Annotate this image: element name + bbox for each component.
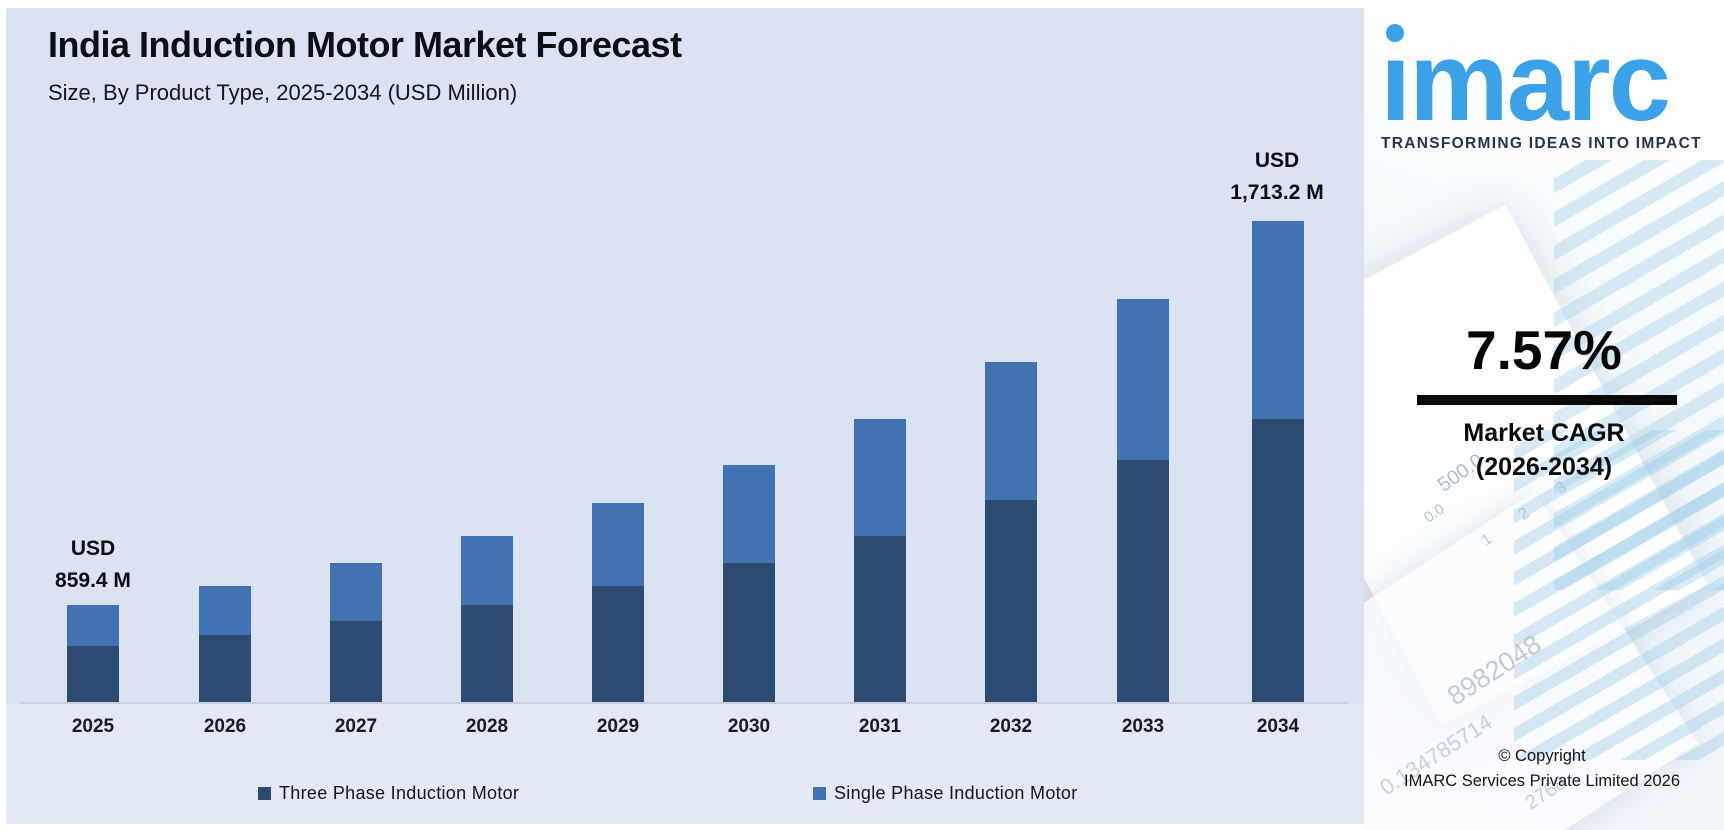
legend-swatch-three-phase — [258, 787, 271, 800]
bar-chart-watermark-2 — [1514, 430, 1724, 760]
x-axis-label-2027: 2027 — [334, 716, 378, 737]
x-axis-label-2026: 2026 — [203, 716, 247, 737]
bar-2025-single-phase — [67, 605, 119, 646]
x-axis-label-2025: 2025 — [71, 716, 115, 737]
bar-2032-three-phase — [985, 500, 1037, 703]
bar-2026-single-phase — [199, 586, 251, 635]
chart-legend: Three Phase Induction Motor Single Phase… — [0, 783, 1364, 807]
imarc-logo: ımarc — [1380, 19, 1671, 144]
bar-2032-single-phase — [985, 362, 1037, 500]
copyright: © Copyright IMARC Services Private Limit… — [1377, 744, 1707, 794]
cagr-label-line2: (2026-2034) — [1475, 453, 1613, 481]
bar-2034-single-phase — [1252, 221, 1304, 419]
bar-chart-watermark — [1554, 160, 1724, 590]
bar-2033-single-phase — [1117, 299, 1169, 460]
x-axis-label-2034: 2034 — [1256, 716, 1300, 737]
bar-2030-three-phase — [723, 563, 775, 703]
legend-item-single-phase: Single Phase Induction Motor — [813, 783, 1078, 804]
annotation-line: 859.4 M — [55, 569, 131, 592]
bar-2028-three-phase — [461, 605, 513, 703]
cagr-label: Market CAGR (2026-2034) — [1394, 416, 1694, 484]
imarc-logo-dot — [1386, 24, 1404, 42]
bar-2031-single-phase — [854, 419, 906, 536]
legend-label-single-phase: Single Phase Induction Motor — [834, 783, 1078, 803]
legend-label-three-phase: Three Phase Induction Motor — [279, 783, 520, 803]
bar-2025-three-phase — [67, 646, 119, 703]
brand-panel: 500.0 0.0 1 2 3 4 8982048 0.134785714 27… — [1364, 0, 1724, 830]
cagr-label-line1: Market CAGR — [1463, 419, 1625, 447]
bar-2031-three-phase — [854, 536, 906, 703]
cagr-value: 7.57% — [1466, 319, 1622, 381]
copyright-line1: © Copyright — [1498, 747, 1586, 765]
x-axis-label-2028: 2028 — [465, 716, 509, 737]
annotation-line: USD — [70, 537, 116, 560]
x-axis-label-2033: 2033 — [1121, 716, 1165, 737]
annotation-2034: USD 1,713.2 M — [1187, 145, 1367, 209]
axis-footer-strip — [6, 704, 1364, 824]
annotation-line: 1,713.2 M — [1230, 181, 1324, 204]
imarc-tagline: TRANSFORMING IDEAS INTO IMPACT — [1381, 135, 1702, 152]
annotation-2025: USD 859.4 M — [3, 533, 183, 597]
x-axis-label-2032: 2032 — [989, 716, 1033, 737]
copyright-line2: IMARC Services Private Limited 2026 — [1403, 772, 1681, 790]
cagr-underline — [1417, 395, 1677, 405]
page-subtitle: Size, By Product Type, 2025-2034 (USD Mi… — [48, 80, 518, 105]
annotation-line: USD — [1254, 149, 1300, 172]
bar-2034-three-phase — [1252, 419, 1304, 703]
x-axis-line — [20, 702, 1348, 704]
bar-2029-three-phase — [592, 586, 644, 703]
x-axis-label-2031: 2031 — [858, 716, 902, 737]
bar-2030-single-phase — [723, 465, 775, 563]
bar-2027-three-phase — [330, 621, 382, 703]
legend-swatch-single-phase — [813, 787, 826, 800]
x-axis-label-2029: 2029 — [596, 716, 640, 737]
bar-2029-single-phase — [592, 503, 644, 586]
bar-2028-single-phase — [461, 536, 513, 605]
bar-2033-three-phase — [1117, 460, 1169, 703]
bar-2026-three-phase — [199, 635, 251, 703]
page-title: India Induction Motor Market Forecast — [48, 24, 682, 65]
legend-item-three-phase: Three Phase Induction Motor — [258, 783, 519, 804]
x-axis-label-2030: 2030 — [727, 716, 771, 737]
bar-2027-single-phase — [330, 563, 382, 621]
